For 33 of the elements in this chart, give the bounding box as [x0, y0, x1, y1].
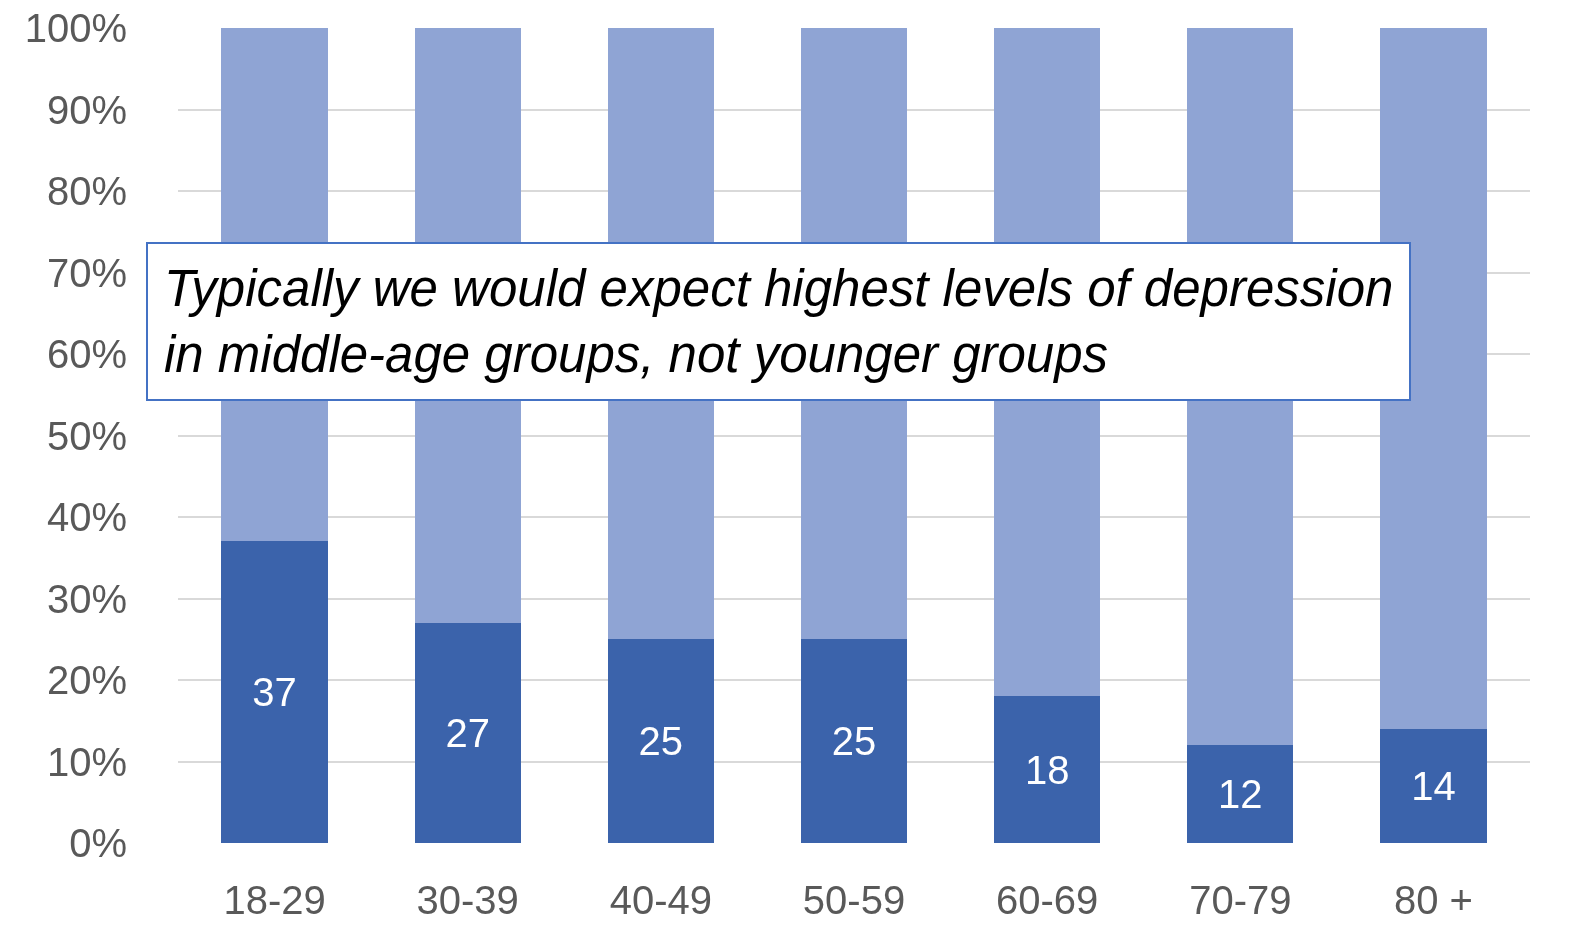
bar — [1187, 745, 1294, 843]
y-tick-label: 60% — [46, 332, 127, 376]
annotation: Typically we would expect highest levels of depression in middle-age groups, not younger groups — [164, 260, 1394, 384]
bar — [414, 622, 521, 843]
bar — [221, 541, 328, 843]
y-tick-label: 50% — [46, 413, 127, 458]
x-tick-label: 50-59 — [802, 878, 906, 922]
y-tick-label: 10% — [46, 739, 127, 784]
y-tick-label: 20% — [46, 658, 127, 702]
data-label: 25 — [831, 719, 877, 764]
x-tick-label: 18-29 — [223, 878, 326, 922]
x-tick-label: 60-69 — [995, 878, 1099, 922]
y-tick-label: 0% — [69, 821, 127, 865]
x-tick-label: 80 + — [1393, 878, 1473, 922]
data-label: 18 — [1024, 747, 1070, 792]
x-tick-label: 30-39 — [416, 878, 519, 922]
y-tick-label: 80% — [46, 169, 127, 213]
x-tick-label: 40-49 — [609, 878, 713, 922]
data-label: 12 — [1218, 772, 1263, 817]
data-label: 25 — [638, 719, 684, 764]
data-label: 14 — [1411, 763, 1456, 808]
data-label: 37 — [252, 670, 297, 715]
bar — [607, 639, 714, 843]
y-tick-label: 30% — [46, 576, 127, 621]
y-tick-label: 90% — [46, 87, 127, 132]
y-tick-label: 70% — [46, 250, 127, 295]
bar — [800, 639, 908, 843]
bar — [994, 696, 1101, 843]
y-tick-label: 40% — [46, 495, 127, 539]
data-label: 27 — [445, 710, 490, 755]
x-tick-label: 70-79 — [1189, 878, 1292, 922]
bar — [1380, 728, 1487, 843]
y-tick-label: 100% — [24, 6, 127, 50]
